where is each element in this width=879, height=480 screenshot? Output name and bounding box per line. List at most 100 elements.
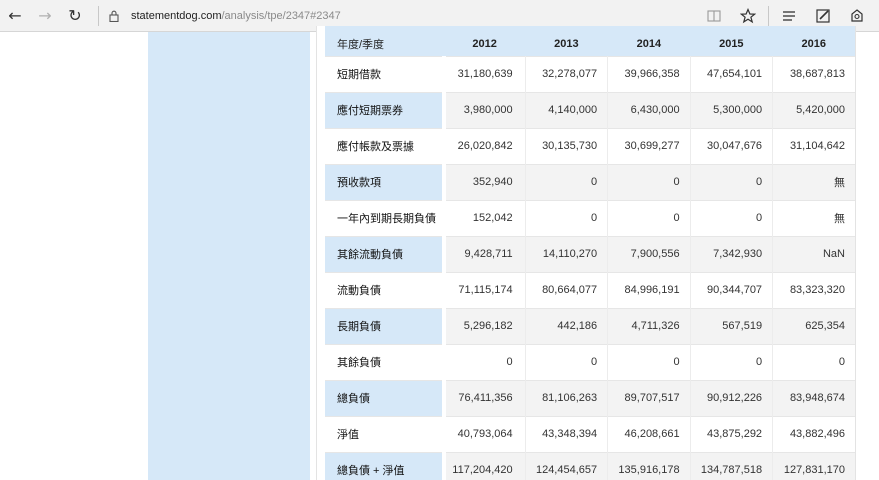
row-label: 應付短期票券 xyxy=(325,92,447,128)
cell-value: 89,707,517 xyxy=(607,380,691,416)
cell-value: 26,020,842 xyxy=(443,128,526,164)
row-label: 短期借款 xyxy=(325,56,447,92)
cell-value: 352,940 xyxy=(443,164,526,200)
cell-value: 43,882,496 xyxy=(772,416,855,452)
year-header: 2013 xyxy=(525,26,608,56)
cell-value: 124,454,657 xyxy=(524,452,608,480)
year-header: 2012 xyxy=(444,26,526,56)
cell-value: 32,278,077 xyxy=(524,56,608,92)
row-label: 應付帳款及票據 xyxy=(325,128,447,164)
table-row: 短期借款 31,180,639 32,278,077 39,966,358 47… xyxy=(325,56,855,92)
cell-value: 117,204,420 xyxy=(443,452,526,480)
toolbar-divider xyxy=(98,5,99,26)
reading-view-icon[interactable] xyxy=(700,0,728,32)
row-label: 淨值 xyxy=(325,416,447,452)
cell-value: 83,323,320 xyxy=(772,272,855,308)
row-label: 長期負債 xyxy=(325,308,447,344)
page-viewport: 年度/季度 2012 2013 2014 2015 2016 短期借款 31,1… xyxy=(0,26,879,480)
left-sidebar-panel xyxy=(148,32,310,480)
toolbar-divider-right xyxy=(768,6,769,26)
table-row: 總負債 + 淨值 117,204,420 124,454,657 135,916… xyxy=(325,452,855,480)
cell-value: 4,140,000 xyxy=(524,92,608,128)
cell-value: 43,875,292 xyxy=(689,416,773,452)
row-label: 總負債 xyxy=(325,380,447,416)
cell-value: 30,699,277 xyxy=(607,128,691,164)
table-row: 其餘負債 0 0 0 0 0 xyxy=(325,344,855,380)
cell-value: 無 xyxy=(772,164,855,200)
cell-value: 3,980,000 xyxy=(443,92,526,128)
cell-value: 0 xyxy=(524,164,608,200)
cell-value: 7,900,556 xyxy=(607,236,691,272)
cell-value: 14,110,270 xyxy=(524,236,608,272)
lock-icon[interactable] xyxy=(105,10,123,22)
refresh-button[interactable]: ↻ xyxy=(60,0,90,32)
cell-value: 0 xyxy=(443,344,526,380)
row-label: 預收款項 xyxy=(325,164,447,200)
cell-value: 90,344,707 xyxy=(689,272,773,308)
year-header: 2016 xyxy=(772,26,855,56)
row-label: 一年內到期長期負債 xyxy=(325,200,447,236)
row-label: 總負債 + 淨值 xyxy=(325,452,447,480)
cell-value: 0 xyxy=(772,344,855,380)
cell-value: 39,966,358 xyxy=(607,56,691,92)
table-row: 預收款項 352,940 0 0 0 無 xyxy=(325,164,855,200)
year-header: 2014 xyxy=(607,26,691,56)
liabilities-table: 年度/季度 2012 2013 2014 2015 2016 短期借款 31,1… xyxy=(325,26,855,480)
url-path: /analysis/tpe/2347#2347 xyxy=(221,9,341,22)
cell-value: 80,664,077 xyxy=(524,272,608,308)
cell-value: 31,180,639 xyxy=(443,56,526,92)
forward-arrow-icon: → xyxy=(38,6,52,25)
cell-value: 無 xyxy=(772,200,855,236)
cell-value: 30,135,730 xyxy=(524,128,608,164)
cell-value: 0 xyxy=(524,200,608,236)
back-arrow-icon: ← xyxy=(8,6,22,25)
forward-button[interactable]: → xyxy=(30,0,60,32)
cell-value: 7,342,930 xyxy=(689,236,773,272)
cell-value: 5,296,182 xyxy=(443,308,526,344)
table-row: 一年內到期長期負債 152,042 0 0 0 無 xyxy=(325,200,855,236)
hub-icon[interactable] xyxy=(775,0,803,32)
table-row: 長期負債 5,296,182 442,186 4,711,326 567,519… xyxy=(325,308,855,344)
cell-value: 442,186 xyxy=(524,308,608,344)
financial-table-card: 年度/季度 2012 2013 2014 2015 2016 短期借款 31,1… xyxy=(316,26,856,480)
table-row: 淨值 40,793,064 43,348,394 46,208,661 43,8… xyxy=(325,416,855,452)
url-host: statementdog.com xyxy=(131,9,222,22)
table-row: 應付短期票券 3,980,000 4,140,000 6,430,000 5,3… xyxy=(325,92,855,128)
cell-value: 0 xyxy=(689,344,773,380)
cell-value: 0 xyxy=(524,344,608,380)
table-header-row: 年度/季度 2012 2013 2014 2015 2016 xyxy=(325,26,855,56)
row-label: 其餘負債 xyxy=(325,344,447,380)
cell-value: 127,831,170 xyxy=(772,452,855,480)
cell-value: 81,106,263 xyxy=(524,380,608,416)
cell-value: 625,354 xyxy=(772,308,855,344)
cell-value: 4,711,326 xyxy=(607,308,691,344)
cell-value: 84,996,191 xyxy=(607,272,691,308)
cell-value: 90,912,226 xyxy=(689,380,773,416)
cell-value: NaN xyxy=(772,236,855,272)
cell-value: 5,300,000 xyxy=(689,92,773,128)
refresh-icon: ↻ xyxy=(68,6,82,25)
cell-value: 0 xyxy=(689,200,773,236)
browser-toolbar: ← → ↻ statementdog.com/analysis/tpe/2347… xyxy=(0,0,879,32)
cell-value: 9,428,711 xyxy=(443,236,526,272)
year-header: 2015 xyxy=(690,26,773,56)
row-label: 其餘流動負債 xyxy=(325,236,447,272)
table-row: 流動負債 71,115,174 80,664,077 84,996,191 90… xyxy=(325,272,855,308)
cell-value: 0 xyxy=(689,164,773,200)
cell-value: 135,916,178 xyxy=(607,452,691,480)
address-bar[interactable]: statementdog.com/analysis/tpe/2347#2347 xyxy=(131,10,341,22)
web-note-icon[interactable] xyxy=(809,0,837,32)
cell-value: 47,654,101 xyxy=(689,56,773,92)
cell-value: 38,687,813 xyxy=(772,56,855,92)
cell-value: 5,420,000 xyxy=(772,92,855,128)
row-label: 流動負債 xyxy=(325,272,447,308)
cell-value: 71,115,174 xyxy=(443,272,526,308)
share-icon[interactable] xyxy=(843,0,871,32)
table-row: 應付帳款及票據 26,020,842 30,135,730 30,699,277… xyxy=(325,128,855,164)
back-button[interactable]: ← xyxy=(0,0,30,32)
favorite-star-icon[interactable] xyxy=(734,0,762,32)
cell-value: 43,348,394 xyxy=(524,416,608,452)
table-row: 總負債 76,411,356 81,106,263 89,707,517 90,… xyxy=(325,380,855,416)
cell-value: 76,411,356 xyxy=(443,380,526,416)
cell-value: 6,430,000 xyxy=(607,92,691,128)
